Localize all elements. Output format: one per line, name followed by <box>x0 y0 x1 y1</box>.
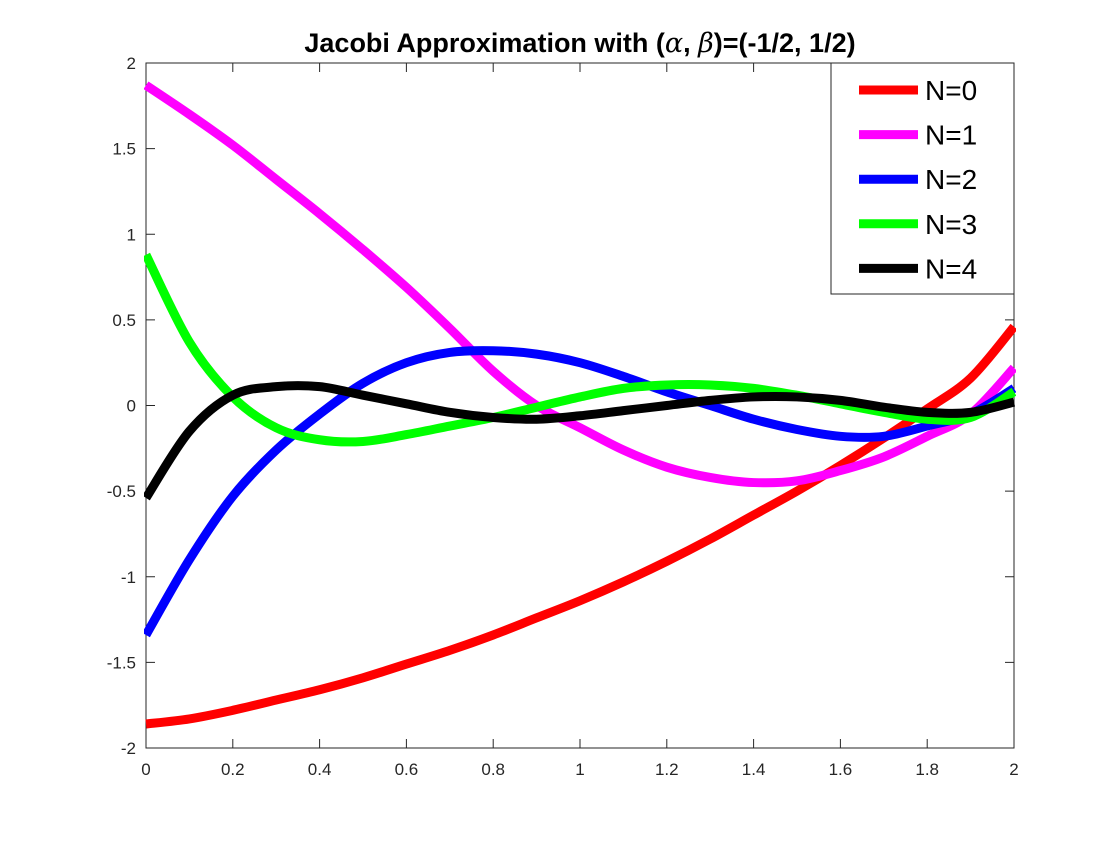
legend-box <box>830 62 1015 295</box>
legend-label: N=1 <box>925 120 977 151</box>
title-beta: β <box>697 28 714 59</box>
series-line-n-2 <box>144 346 1016 638</box>
x-tick-label: 0.2 <box>221 760 245 779</box>
legend-label: N=4 <box>925 253 977 284</box>
series-line-n-4 <box>144 381 1016 501</box>
legend-label: N=0 <box>925 75 977 106</box>
x-tick-label: 1.2 <box>655 760 679 779</box>
y-tick-label: -1.5 <box>107 653 136 672</box>
x-tick-label: 0.6 <box>395 760 419 779</box>
x-tick-label: 1.6 <box>829 760 853 779</box>
title-part-2: , <box>683 28 698 58</box>
y-tick-label: -0.5 <box>107 482 136 501</box>
legend-label: N=3 <box>925 209 977 240</box>
x-tick-label: 0.4 <box>308 760 332 779</box>
y-tick-label: -2 <box>121 739 136 758</box>
x-tick-label: 0 <box>141 760 150 779</box>
x-tick-label: 0.8 <box>481 760 505 779</box>
y-tick-label: -1 <box>121 568 136 587</box>
title-alpha: α <box>665 28 683 59</box>
series-line-n-1 <box>144 81 1016 488</box>
y-tick-label: 0.5 <box>112 311 136 330</box>
y-tick-label: 1.5 <box>112 140 136 159</box>
y-tick-label: 2 <box>127 54 136 73</box>
chart-title: Jacobi Approximation with (α, β)=(-1/2, … <box>304 28 855 59</box>
x-tick-label: 2 <box>1009 760 1018 779</box>
title-part-0: Jacobi Approximation with ( <box>304 28 665 58</box>
x-tick-label: 1.8 <box>915 760 939 779</box>
x-tick-label: 1.4 <box>742 760 766 779</box>
y-tick-label: 1 <box>127 225 136 244</box>
title-part-4: )=(-1/2, 1/2) <box>714 28 856 58</box>
legend-label: N=2 <box>925 164 977 195</box>
x-tick-label: 1 <box>575 760 584 779</box>
y-tick-label: 0 <box>127 397 136 416</box>
series-line-n-0 <box>145 323 1016 729</box>
series-line-n-3 <box>144 252 1016 447</box>
plot-area: 0 0.2 0.4 0.6 0.8 1 1.2 1.4 1.6 1.8 2 -2 -1.5 -1 -0.5 0… <box>107 54 1019 779</box>
